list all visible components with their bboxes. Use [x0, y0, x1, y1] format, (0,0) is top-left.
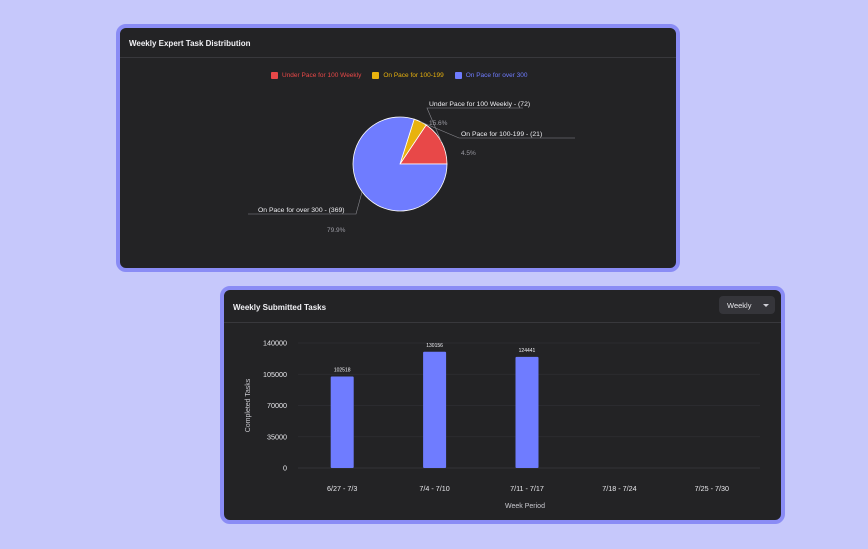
pie-slice	[399, 124, 448, 165]
pie-percent-label: 15.6%	[429, 120, 448, 127]
pie-connector	[426, 107, 523, 143]
legend-swatch	[271, 72, 278, 79]
x-tick-label: 6/27 - 7/3	[327, 484, 357, 493]
bar-chart: 0 35000 70000 105000 140000 102518 6/27 - 7/3 1…	[245, 339, 760, 510]
submitted-tasks-card: Weekly Submitted Tasks Weekly 0 35000 7000…	[220, 286, 785, 524]
pie-slice-label: On Pace for over 300 - (369)	[258, 207, 345, 214]
pie-legend: Under Pace for 100 Weekly On Pace for 10…	[271, 72, 528, 79]
legend-swatch	[454, 72, 462, 79]
pie-percent-label: 4.5%	[461, 150, 476, 157]
legend-label: On Pace for 100-199	[383, 72, 444, 79]
pie-slice	[352, 116, 448, 212]
task-distribution-card: Weekly Expert Task Distribution Under Pa…	[116, 24, 680, 272]
card-title: Weekly Submitted Tasks	[233, 303, 327, 312]
pie-slice-label: On Pace for 100-199 - (21)	[461, 131, 542, 138]
bar-data-label: 102518	[334, 367, 351, 373]
divider	[120, 57, 676, 58]
pie-chart: Under Pace for 100 Weekly - (72) 15.6% On …	[248, 101, 575, 234]
pie-connector	[248, 191, 363, 215]
y-tick-label: 35000	[267, 432, 287, 441]
x-axis-label: Week Period	[505, 503, 545, 510]
card-title: Weekly Expert Task Distribution	[129, 39, 251, 48]
x-tick-label: 7/11 - 7/17	[510, 484, 544, 493]
x-tick-label: 7/25 - 7/30	[695, 484, 729, 493]
y-tick-label: 70000	[267, 401, 287, 410]
chevron-down-icon	[763, 303, 769, 307]
legend-label: Under Pace for 100 Weekly	[282, 72, 362, 79]
legend-item-under-pace[interactable]: Under Pace for 100 Weekly	[271, 72, 361, 79]
bar-data-label: 130156	[426, 343, 443, 349]
divider	[224, 322, 781, 323]
y-axis-label: Completed Tasks	[245, 378, 252, 432]
pie-percent-label: 79.9%	[327, 227, 346, 234]
period-dropdown[interactable]: Weekly	[719, 296, 775, 314]
legend-swatch	[372, 72, 380, 79]
legend-item-pace-over-300[interactable]: On Pace for over 300	[454, 72, 528, 79]
pie-slice-label: Under Pace for 100 Weekly - (72)	[429, 101, 530, 108]
x-tick-label: 7/4 - 7/10	[419, 484, 449, 493]
bar	[423, 351, 447, 468]
bar	[330, 376, 354, 468]
dropdown-value: Weekly	[727, 300, 752, 310]
y-tick-label: 0	[283, 464, 287, 473]
y-tick-label: 140000	[263, 339, 287, 348]
x-tick-label: 7/18 - 7/24	[602, 484, 636, 493]
bar	[515, 356, 539, 468]
legend-item-pace-100-199[interactable]: On Pace for 100-199	[372, 72, 444, 79]
bar-data-label: 124441	[519, 348, 536, 354]
y-tick-label: 105000	[263, 370, 287, 379]
legend-label: On Pace for over 300	[465, 72, 528, 79]
pie-connector	[420, 121, 575, 139]
